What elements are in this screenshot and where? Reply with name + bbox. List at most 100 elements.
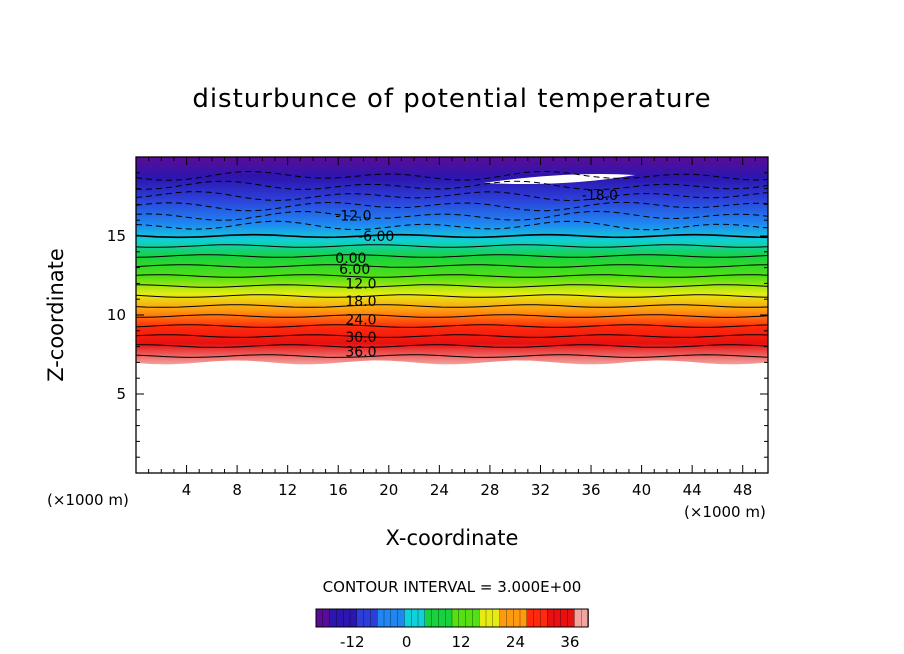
colorbar-tick-label: -12 [340,633,365,651]
field-gap [483,174,636,184]
contour-line [136,324,768,328]
contour-line [136,264,768,268]
colorbar: -12 0 12 24 36 [315,608,589,651]
chart-title: disturbunce of potential temperature [192,84,712,114]
colorbar-segment [519,608,528,628]
x-tick-label: 8 [232,481,242,499]
contour-label: 18.0 [345,294,376,310]
x-tick-label: 36 [581,481,600,499]
colorbar-segment [492,608,501,628]
colorbar-tick-label: 24 [506,633,525,651]
field-fill [136,157,768,365]
colorbar-segment [465,608,474,628]
x-unit-right: (×1000 m) [684,503,766,521]
contour-label: 36.0 [345,344,376,360]
colorbar-segment [363,608,372,628]
contour-line [136,304,768,308]
colorbar-frame [315,608,589,628]
x-tick-label: 28 [480,481,499,499]
colorbar-segment [390,608,399,628]
temperature-field [136,157,768,365]
contour-lines [136,170,768,358]
x-unit-left: (×1000 m) [47,491,129,509]
colorbar-tick-label: 12 [452,633,471,651]
colorbar-segment [526,608,535,628]
contour-line [136,254,768,258]
contour-line [136,334,768,338]
colorbar-segment [336,608,344,628]
colorbar-segment [472,608,480,628]
x-tick-label: 20 [379,481,398,499]
colorbar-segment [417,608,426,628]
contour-label: -18.0 [582,188,618,204]
contour-line [136,244,768,248]
contour-label: 24.0 [345,313,376,329]
colorbar-segment [553,608,562,628]
contour-line [136,294,768,298]
colorbar-segment [356,608,365,628]
colorbar-segment [560,608,569,628]
colorbar-segment [349,608,358,628]
y-tick-label: 5 [116,385,126,403]
colorbar-segment [383,608,392,628]
x-tick-label: 48 [733,481,752,499]
colorbar-segment [424,608,433,628]
x-tick-label: 12 [278,481,297,499]
colorbar-segment [533,608,542,628]
contour-line [136,344,768,348]
colorbar-tick-label: 0 [402,633,412,651]
colorbar-segment [540,608,548,628]
contour-line [136,233,768,239]
y-tick-label: 10 [107,306,126,324]
contour-label: 6.00 [339,262,370,278]
colorbar-segment [404,608,412,628]
colorbar-segment [513,608,521,628]
colorbar-segment [451,608,460,628]
contour-line [136,210,768,221]
colorbar-segment [506,608,514,628]
x-tick-label: 32 [531,481,550,499]
contour-line [136,314,768,318]
contour-line [136,201,768,212]
colorbar-tick-label: 36 [560,633,579,651]
contour-label: 0.00 [335,251,366,267]
colorbar-segment [322,608,331,628]
x-tick-label: 24 [430,481,449,499]
contour-interval: CONTOUR INTERVAL = 3.000E+00 [322,578,582,596]
y-axis-label: Z-coordinate [44,248,68,382]
contour-label: 30.0 [345,330,376,346]
colorbar-segment [438,608,446,628]
x-tick-label: 16 [329,481,348,499]
y-tick-label: 15 [107,227,126,245]
colorbar-segment [343,608,351,628]
colorbar-segment [445,608,453,628]
contour-line [136,284,768,288]
colorbar-segment [329,608,338,628]
colorbar-segment [411,608,419,628]
x-axis-label: X-coordinate [385,526,519,550]
colorbar-segment [574,608,582,628]
contour-line [136,354,768,358]
colorbar-segment [479,608,487,628]
x-tick-label: 4 [182,481,192,499]
colorbar-segment [547,608,555,628]
contour-label: -6.00 [358,229,394,245]
contour-label: -12.0 [335,208,371,224]
contour-line [136,220,768,231]
colorbar-segment [377,608,385,628]
x-tick-label: 40 [632,481,651,499]
colorbar-segment [431,608,440,628]
colorbar-segment [567,608,576,628]
colorbar-segment [499,608,508,628]
contour-label: 12.0 [345,276,376,292]
colorbar-segment [458,608,467,628]
colorbar-segment [581,608,589,628]
contour-line [136,180,768,191]
colorbar-segment [397,608,406,628]
colorbar-segment [485,608,494,628]
colorbar-segment [370,608,378,628]
colorbar-segment [315,608,324,628]
